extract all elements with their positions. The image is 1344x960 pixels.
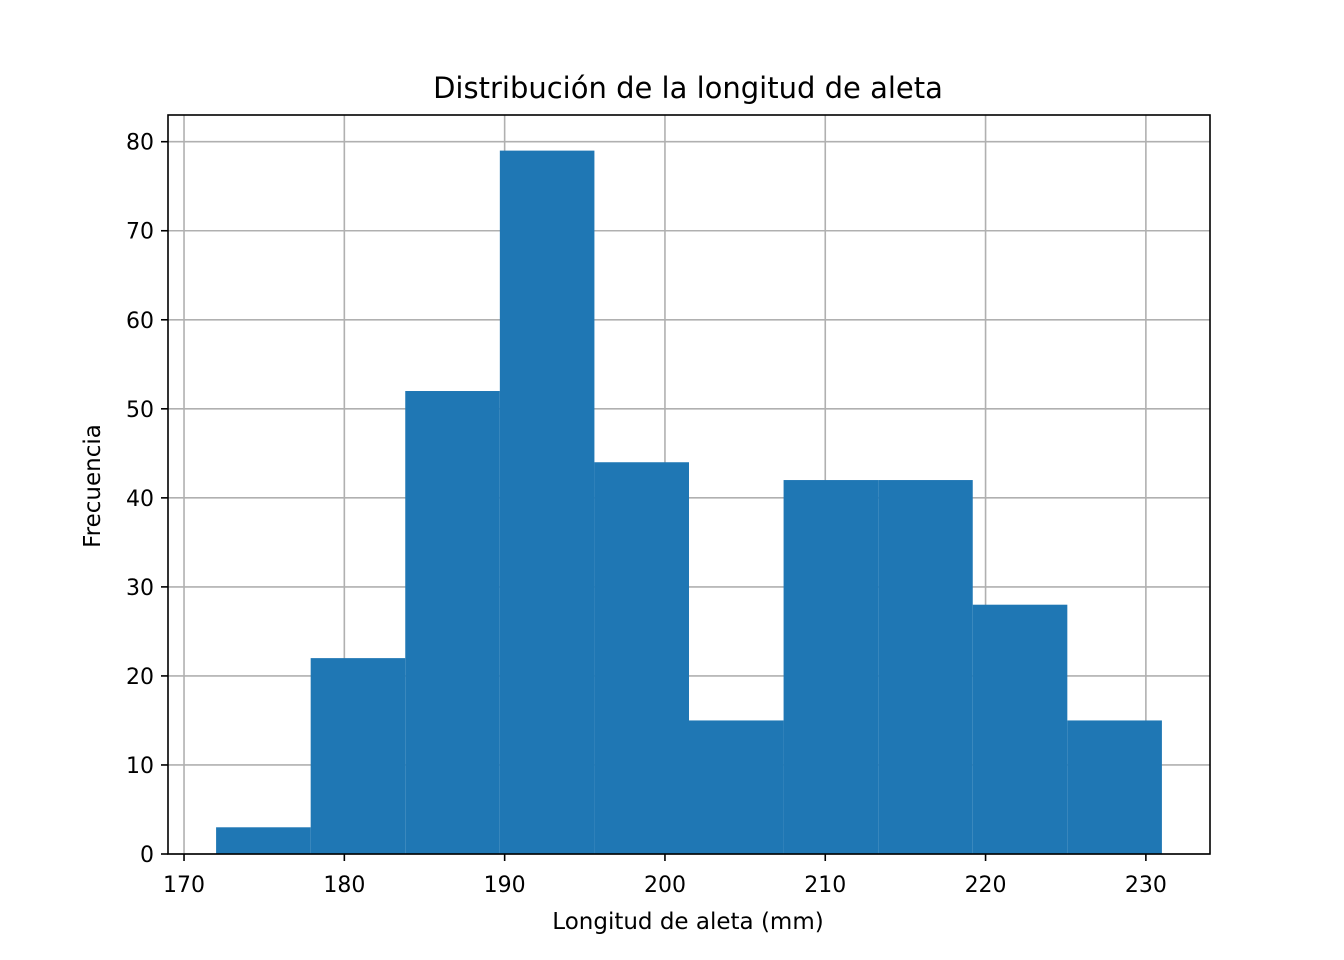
plot-frame [167,114,1211,855]
histogram-bar [310,658,406,854]
histogram-bar [594,462,689,854]
y-tick-label: 70 [126,220,154,245]
x-tick-label: 170 [163,873,205,898]
histogram-bar [783,480,879,854]
y-tick-label: 60 [126,309,154,334]
x-tick-label: 200 [644,873,686,898]
chart-title: Distribución de la longitud de aleta [433,71,943,105]
histogram-bar [878,480,973,854]
y-tick-label: 0 [140,843,154,868]
histogram-bar [405,391,500,854]
x-tick-label: 210 [804,873,846,898]
x-axis-ticks: 170 180 190 200 210 220 230 [163,854,1167,898]
histogram-bars [216,150,1162,855]
y-tick-label: 50 [126,398,154,423]
x-tick-label: 230 [1125,873,1167,898]
x-axis-label: Longitud de aleta (mm) [552,909,823,935]
x-tick-label: 220 [965,873,1007,898]
histogram-bar [972,604,1068,854]
histogram-bar [216,827,311,854]
histogram-bar [499,150,595,855]
histogram-bar [689,720,784,854]
y-axis-label: Frecuencia [80,424,106,548]
y-tick-label: 10 [126,754,154,779]
y-axis-ticks: 0 10 20 30 40 50 60 70 80 [126,131,168,868]
y-tick-label: 30 [126,576,154,601]
y-tick-label: 40 [126,487,154,512]
histogram-bar [1067,720,1162,854]
y-tick-label: 80 [126,131,154,156]
x-tick-label: 190 [484,873,526,898]
x-tick-label: 180 [323,873,365,898]
y-tick-label: 20 [126,665,154,690]
